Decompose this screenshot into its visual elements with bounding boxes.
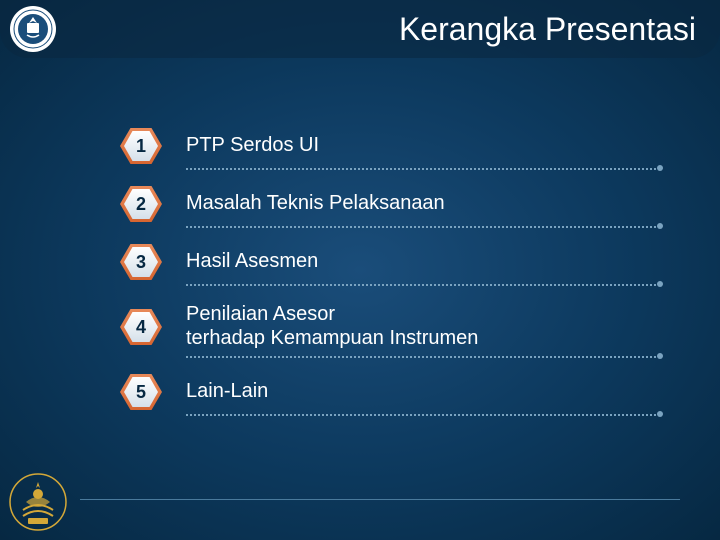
item-number: 3 — [136, 252, 146, 273]
dotted-underline — [186, 226, 660, 228]
dotted-underline — [186, 356, 660, 358]
item-text: Penilaian Asesor terhadap Kemampuan Inst… — [186, 302, 478, 352]
item-text: Hasil Asesmen — [186, 249, 318, 275]
hexagon-badge: 5 — [120, 374, 162, 410]
item-number: 1 — [136, 136, 146, 157]
item-text: PTP Serdos UI — [186, 133, 319, 159]
slide-title: Kerangka Presentasi — [399, 11, 696, 48]
logo-top — [10, 6, 56, 52]
hexagon-badge: 2 — [120, 186, 162, 222]
list-item: 5 Lain-Lain — [120, 374, 660, 410]
content-list: 1 PTP Serdos UI 2 Masalah Teknis Pelaksa… — [0, 58, 720, 452]
dotted-underline — [186, 168, 660, 170]
list-item: 2 Masalah Teknis Pelaksanaan — [120, 186, 660, 222]
header-bar: Kerangka Presentasi — [0, 0, 720, 58]
hexagon-badge: 3 — [120, 244, 162, 280]
item-number: 4 — [136, 317, 146, 338]
hexagon-badge: 1 — [120, 128, 162, 164]
hexagon-badge: 4 — [120, 309, 162, 345]
list-item: 1 PTP Serdos UI — [120, 128, 660, 164]
logo-bottom — [8, 472, 68, 532]
item-text: Lain-Lain — [186, 379, 268, 405]
item-number: 2 — [136, 194, 146, 215]
item-text: Masalah Teknis Pelaksanaan — [186, 191, 445, 217]
dotted-underline — [186, 414, 660, 416]
footer-divider — [80, 499, 680, 500]
item-number: 5 — [136, 382, 146, 403]
dotted-underline — [186, 284, 660, 286]
list-item: 4 Penilaian Asesor terhadap Kemampuan In… — [120, 302, 660, 352]
list-item: 3 Hasil Asesmen — [120, 244, 660, 280]
